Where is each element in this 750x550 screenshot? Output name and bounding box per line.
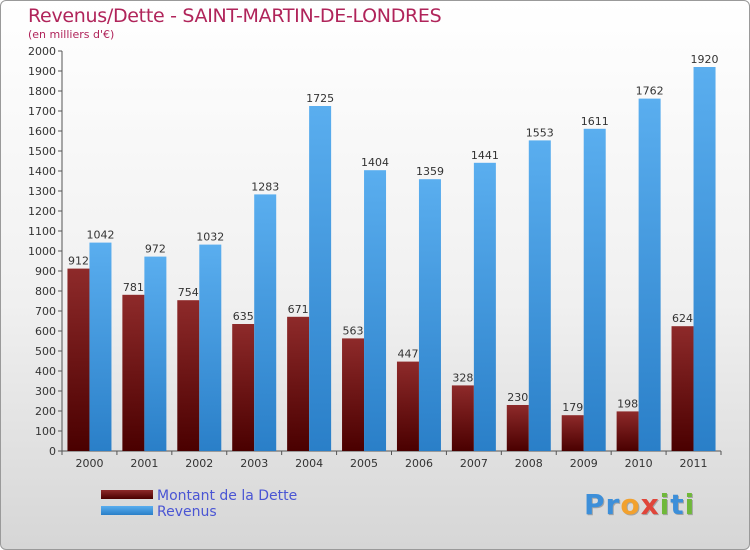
bar-revenus bbox=[693, 67, 716, 451]
y-tick-label: 500 bbox=[35, 345, 56, 358]
bar-revenus bbox=[473, 162, 496, 452]
data-label-revenus: 1404 bbox=[361, 156, 389, 169]
bar-dette bbox=[396, 361, 419, 451]
bar-revenus bbox=[528, 140, 551, 451]
bar-revenus bbox=[364, 170, 387, 451]
data-label-revenus: 1032 bbox=[196, 231, 224, 244]
x-tick-label: 2004 bbox=[295, 457, 323, 470]
x-tick-label: 2003 bbox=[240, 457, 268, 470]
data-label-revenus: 1762 bbox=[636, 85, 664, 98]
bar-dette bbox=[232, 324, 255, 451]
legend-label-dette: Montant de la Dette bbox=[157, 488, 298, 504]
bar-dette bbox=[287, 316, 310, 451]
data-label-dette: 781 bbox=[123, 281, 144, 294]
y-tick-label: 700 bbox=[35, 305, 56, 318]
y-tick-label: 1100 bbox=[28, 225, 56, 238]
x-tick-label: 2007 bbox=[460, 457, 488, 470]
data-label-dette: 671 bbox=[288, 303, 309, 316]
x-tick-label: 2000 bbox=[75, 457, 103, 470]
y-tick-label: 1700 bbox=[28, 105, 56, 118]
data-label-revenus: 1441 bbox=[471, 149, 499, 162]
data-label-dette: 447 bbox=[397, 348, 418, 361]
logo-letter: t bbox=[670, 488, 685, 521]
logo-letter: i bbox=[684, 488, 696, 521]
data-label-dette: 754 bbox=[178, 286, 199, 299]
x-tick-label: 2008 bbox=[515, 457, 543, 470]
logo-letter: P bbox=[584, 488, 606, 521]
x-tick-label: 2001 bbox=[130, 457, 158, 470]
bar-revenus bbox=[418, 179, 441, 451]
bar-revenus bbox=[144, 256, 167, 451]
legend-swatch-revenus bbox=[101, 506, 153, 515]
data-label-dette: 230 bbox=[507, 391, 528, 404]
y-tick-label: 400 bbox=[35, 365, 56, 378]
y-tick-label: 1200 bbox=[28, 205, 56, 218]
bar-dette bbox=[122, 294, 145, 451]
bar-revenus bbox=[89, 242, 112, 451]
x-tick-label: 2009 bbox=[570, 457, 598, 470]
bar-dette bbox=[616, 411, 639, 451]
data-label-dette: 912 bbox=[68, 255, 89, 268]
data-label-revenus: 1611 bbox=[581, 115, 609, 128]
bar-dette bbox=[506, 405, 529, 451]
y-tick-label: 2000 bbox=[28, 45, 56, 58]
data-label-dette: 179 bbox=[562, 401, 583, 414]
data-label-dette: 635 bbox=[233, 310, 254, 323]
data-label-dette: 198 bbox=[617, 397, 638, 410]
x-tick-label: 2010 bbox=[625, 457, 653, 470]
y-tick-label: 1800 bbox=[28, 85, 56, 98]
bar-dette bbox=[451, 385, 474, 451]
y-tick-label: 100 bbox=[35, 425, 56, 438]
x-tick-label: 2005 bbox=[350, 457, 378, 470]
y-tick-label: 1000 bbox=[28, 245, 56, 258]
y-tick-label: 0 bbox=[49, 445, 56, 458]
bar-revenus bbox=[309, 106, 332, 451]
x-tick-label: 2002 bbox=[185, 457, 213, 470]
logo-letter: r bbox=[605, 488, 621, 521]
y-tick-label: 900 bbox=[35, 265, 56, 278]
bar-dette bbox=[67, 268, 90, 451]
chart-subtitle: (en milliers d'€) bbox=[28, 28, 115, 41]
y-tick-label: 300 bbox=[35, 385, 56, 398]
data-label-revenus: 1042 bbox=[86, 229, 114, 242]
data-label-dette: 328 bbox=[452, 371, 473, 384]
y-tick-label: 1900 bbox=[28, 65, 56, 78]
y-tick-label: 800 bbox=[35, 285, 56, 298]
bar-revenus bbox=[583, 128, 606, 452]
logo-letter: x bbox=[640, 488, 660, 521]
chart-title: Revenus/Dette - SAINT-MARTIN-DE-LONDRES bbox=[28, 5, 442, 27]
data-label-revenus: 1283 bbox=[251, 180, 279, 193]
bar-dette bbox=[177, 300, 200, 451]
proxiti-logo: Proxiti bbox=[584, 488, 695, 521]
y-tick-label: 1600 bbox=[28, 125, 56, 138]
y-tick-label: 1300 bbox=[28, 185, 56, 198]
y-tick-label: 1500 bbox=[28, 145, 56, 158]
x-tick-label: 2011 bbox=[680, 457, 708, 470]
logo-letter: i bbox=[659, 488, 671, 521]
data-label-revenus: 1920 bbox=[691, 53, 719, 66]
legend-label-revenus: Revenus bbox=[157, 504, 217, 520]
legend-swatch-dette bbox=[101, 490, 153, 499]
bar-dette bbox=[561, 415, 584, 451]
y-tick-label: 200 bbox=[35, 405, 56, 418]
y-tick-label: 600 bbox=[35, 325, 56, 338]
data-label-revenus: 1725 bbox=[306, 92, 334, 105]
logo-letter: o bbox=[620, 488, 641, 521]
data-label-revenus: 1553 bbox=[526, 126, 554, 139]
data-label-revenus: 1359 bbox=[416, 165, 444, 178]
data-label-revenus: 972 bbox=[145, 243, 166, 256]
data-label-dette: 563 bbox=[343, 324, 364, 337]
bar-dette bbox=[671, 326, 694, 451]
y-tick-label: 1400 bbox=[28, 165, 56, 178]
bar-dette bbox=[342, 338, 365, 451]
data-label-dette: 624 bbox=[672, 312, 693, 325]
bar-revenus bbox=[199, 244, 222, 451]
bar-revenus bbox=[254, 194, 277, 451]
x-tick-label: 2006 bbox=[405, 457, 433, 470]
bar-revenus bbox=[638, 98, 661, 451]
